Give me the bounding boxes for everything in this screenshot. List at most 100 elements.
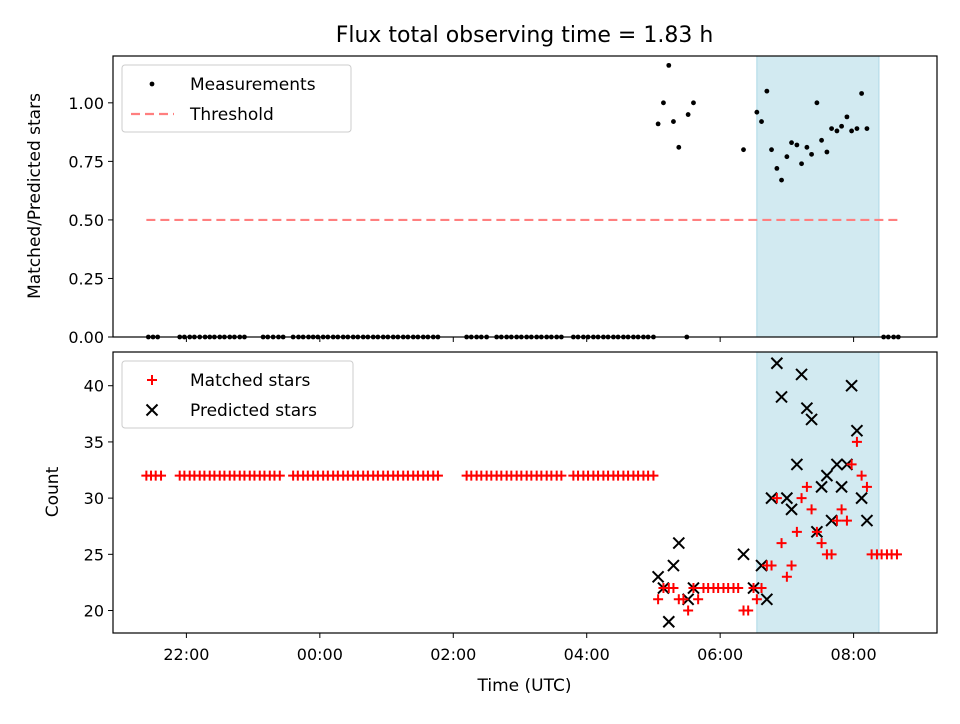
data-point [811,526,822,537]
data-point [651,570,665,584]
data-point [751,594,762,605]
data-point [770,357,784,370]
data-point [754,109,760,115]
data-point [891,549,902,560]
data-point [795,368,808,381]
data-point [766,560,777,571]
y-tick-label: 0.75 [68,152,104,171]
data-point [819,137,824,143]
data-point [834,128,840,134]
x-tick-label: 00:00 [297,645,343,664]
data-point [789,140,794,146]
data-point [846,459,857,470]
data-point [839,123,844,129]
data-point [820,469,834,482]
data-point [667,559,680,572]
data-point [653,594,664,605]
data-point [784,154,790,160]
axes-frame [112,55,938,338]
data-point [147,375,157,385]
y-tick-label: 20 [84,602,104,621]
data-point [743,605,754,616]
data-point [676,144,682,150]
data-point [771,493,782,504]
data-point [809,151,814,157]
y-tick-label: 0.25 [68,269,104,288]
data-point [672,536,685,550]
data-point [805,413,818,426]
y-tick-label: 30 [84,489,104,508]
data-point [737,548,750,561]
observing-window-band [756,55,880,338]
data-point [785,503,798,516]
legend-label-predicted: Predicted stars [190,401,317,421]
data-point [816,538,827,549]
y-tick-label: 0.00 [68,328,104,347]
data-point [776,538,787,549]
chart-title: Flux total observing time = 1.83 h [336,23,714,48]
y-tick-label: 40 [84,377,104,396]
data-point [835,480,848,494]
legend-label-matched: Matched stars [190,371,310,391]
matched-series [141,436,902,616]
data-point [836,504,847,515]
data-point [849,128,854,134]
data-point [815,480,828,494]
legend-label-threshold: Threshold [189,105,274,125]
data-point [688,583,699,594]
data-point [860,514,874,527]
bottom-y-axis-label: Count [43,466,63,517]
data-point [864,126,870,131]
data-point [814,100,820,106]
data-point [779,177,784,183]
data-point [769,147,774,153]
data-point [683,605,694,616]
observing-window-band [756,351,880,634]
data-point [855,491,868,505]
legend-marker-measurements [149,81,155,87]
data-point [666,62,672,68]
legend-label-measurements: Measurements [190,75,316,95]
data-point [661,100,666,106]
y-tick-label: 0.50 [68,211,104,230]
y-tick-label: 25 [84,545,104,564]
data-point [781,571,792,582]
data-point [774,166,780,171]
data-point [764,88,770,94]
data-point [796,493,807,504]
data-point [759,119,764,124]
data-point [668,583,679,594]
data-point [799,161,804,167]
data-point [826,549,837,560]
data-point [856,470,867,481]
predicted-series [651,357,874,628]
top-legend: Measurements Threshold [121,64,352,133]
data-point [780,491,794,505]
data-point [756,583,767,594]
x-tick-label: 02:00 [430,645,476,664]
data-point [662,615,675,628]
data-point [775,390,788,404]
data-point [655,121,661,127]
data-point [765,491,778,505]
data-point [760,593,774,606]
data-point [859,91,865,96]
data-point [794,142,800,148]
data-point [685,112,691,117]
top-panel: 0.00 0.25 0.50 0.75 1.00 Measurements Threshol… [68,55,938,347]
bottom-panel: 20 25 30 35 40 22:00 00:00 02:00 04:00 06:00 08:00… [84,351,938,664]
data-point [432,470,443,481]
legend-box [121,360,354,429]
data-point [824,149,830,155]
data-point [678,594,689,605]
data-point [648,470,659,481]
data-point [829,126,834,131]
data-point [830,458,844,471]
data-point [851,436,862,447]
x-axis-label: Time (UTC) [477,676,572,696]
data-point [791,526,802,537]
x-tick-label: 04:00 [564,645,610,664]
bottom-legend: Matched stars Predicted stars [121,360,354,429]
legend-box [121,64,352,133]
